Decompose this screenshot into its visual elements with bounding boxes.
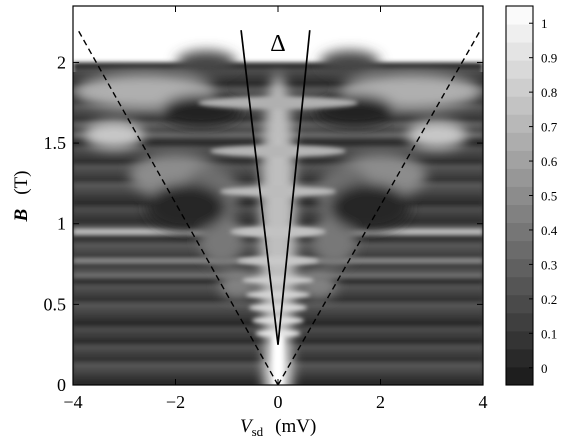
x-axis-label: Vsd (mV) — [240, 416, 316, 439]
colorbar-step — [506, 168, 533, 187]
stripe — [73, 68, 483, 75]
colorbar-step — [506, 78, 533, 97]
colorbar-step — [506, 240, 533, 260]
y-axis: 0 0.5 1 1.5 2 — [44, 52, 483, 395]
x-tick-label: 0 — [274, 392, 283, 412]
peak-arc — [245, 290, 311, 299]
colorbar-step — [506, 24, 533, 43]
x-axis-symbol: V — [240, 416, 254, 437]
y-tick-label: 0 — [57, 375, 66, 395]
feature — [219, 271, 255, 300]
x-tick-label: −2 — [166, 392, 185, 412]
y-tick-label: 1 — [57, 214, 66, 234]
colorbar-tick-label: 0.1 — [541, 326, 557, 341]
colorbar-tick-label: 1 — [541, 16, 548, 31]
empty-region — [73, 6, 483, 63]
y-tick-label: 2 — [57, 52, 66, 72]
y-tick-label: 1.5 — [44, 133, 67, 153]
colorbar-tick-label: 0.8 — [541, 85, 557, 100]
feature — [199, 213, 244, 266]
colorbar-step — [506, 258, 533, 278]
peak-arc — [210, 145, 346, 158]
feature — [176, 50, 237, 75]
colorbar: 0 0.1 0.2 0.3 0.4 0.5 0.6 0.7 0.8 0.9 1 — [505, 5, 558, 386]
y-axis-symbol: B — [11, 209, 32, 223]
colorbar-step — [506, 276, 533, 296]
colorbar-step — [506, 186, 533, 206]
peak-arc — [220, 186, 336, 197]
colorbar-tick-label: 0.3 — [541, 257, 557, 272]
peak-arc — [198, 96, 358, 110]
colorbar-tick-label: 0.6 — [541, 154, 558, 169]
feature — [330, 183, 411, 232]
x-axis: −4 −2 0 2 4 — [63, 6, 488, 412]
colorbar-tick-label: 0.7 — [541, 120, 558, 135]
stripe — [73, 62, 483, 69]
peak-arc — [242, 275, 314, 285]
zero-bias-core — [273, 336, 283, 385]
peak-arc — [237, 256, 319, 266]
colorbar-step — [506, 150, 533, 169]
feature — [301, 271, 337, 300]
x-axis-unit: (mV) — [275, 416, 316, 437]
peak-arc — [230, 226, 326, 237]
colorbar-step — [506, 96, 533, 115]
x-tick-label: 4 — [479, 392, 488, 412]
solid-line-left — [240, 30, 279, 345]
x-axis-subscript: sd — [252, 424, 264, 439]
y-axis-label: B (T) — [11, 171, 32, 223]
colorbar-step — [506, 312, 533, 332]
colorbar-tick-label: 0.9 — [541, 51, 557, 66]
colorbar-step — [506, 114, 533, 133]
feature — [84, 121, 144, 150]
x-tick-label: 2 — [376, 392, 385, 412]
colorbar-step — [506, 132, 533, 151]
delta-label: Δ — [270, 31, 285, 57]
colorbar-tick-label: 0.4 — [541, 223, 558, 238]
dashed-line-right — [277, 29, 482, 385]
colorbar-step — [506, 222, 533, 242]
colorbar-step — [506, 204, 533, 224]
feature — [145, 183, 226, 232]
colorbar-step — [506, 348, 533, 368]
y-tick-label: 0.5 — [44, 294, 67, 314]
y-axis-unit: (T) — [11, 171, 32, 195]
heatmap-features — [74, 50, 482, 385]
feature — [406, 121, 467, 150]
feature — [319, 50, 380, 75]
x-tick-label: −4 — [63, 392, 82, 412]
guide-lines — [77, 29, 482, 385]
colorbar-tick-label: 0 — [541, 361, 548, 376]
colorbar-step — [506, 366, 533, 386]
heatmap-peaks — [198, 96, 358, 385]
colorbar-tick-label: 0.5 — [541, 189, 557, 204]
colorbar-step — [506, 330, 533, 350]
peak-arc — [255, 329, 301, 338]
dashed-line-left — [77, 29, 279, 385]
heatmap: Δ — [73, 6, 483, 385]
solid-line-right — [277, 30, 311, 345]
colorbar-step — [506, 42, 533, 61]
colorbar-step — [506, 6, 533, 25]
peak-arc — [252, 316, 304, 325]
colorbar-step — [506, 60, 533, 79]
colorbar-step — [506, 294, 533, 314]
colorbar-tick-label: 0.2 — [541, 292, 557, 307]
y-axis-label-text: B (T) — [11, 171, 32, 223]
feature — [312, 213, 357, 266]
peak-arc — [248, 303, 308, 312]
